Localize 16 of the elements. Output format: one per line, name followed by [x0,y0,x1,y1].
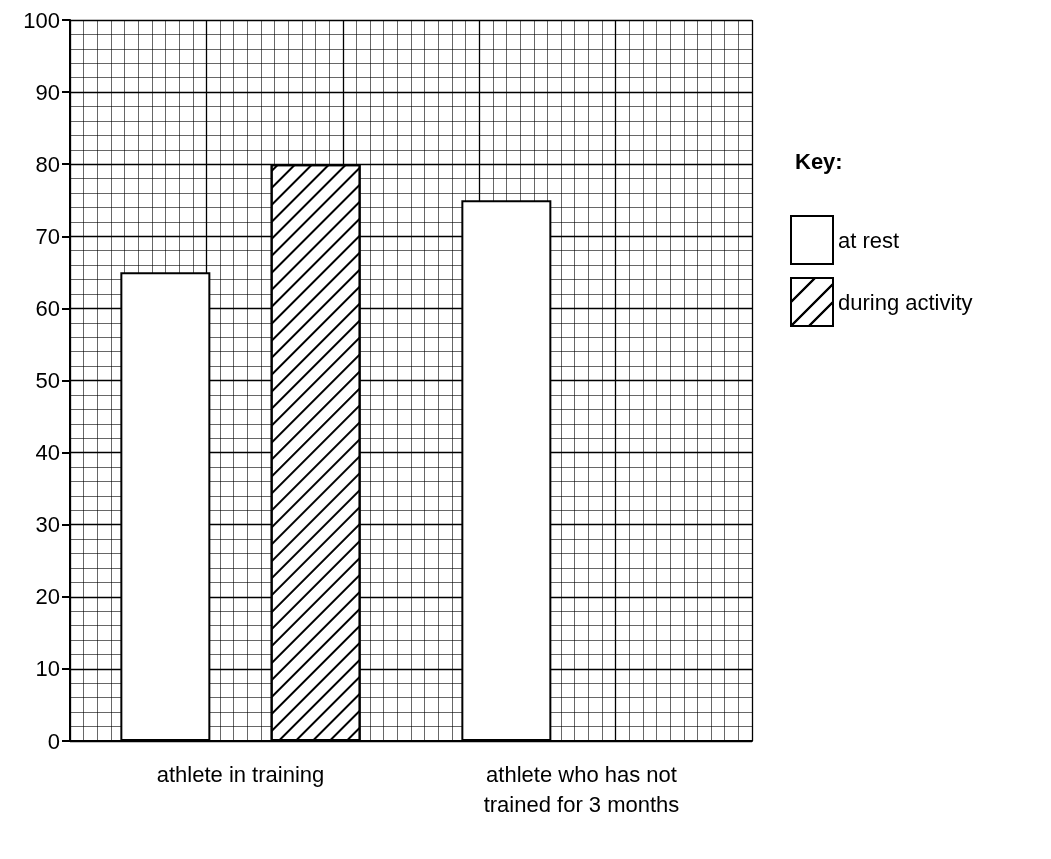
y-tick-label: 70 [35,223,60,249]
y-tick-label: 80 [35,151,60,177]
y-tick-label: 60 [35,295,60,321]
y-tick-label: 0 [47,728,60,754]
x-tick-label: athlete who has not trained for 3 months [483,761,680,817]
legend-title: Key: [795,148,843,174]
y-tick-label: 10 [35,656,60,682]
y-tick-label: 100 [23,7,60,33]
y-tick-label: 50 [35,368,60,393]
legend-label: at rest [838,227,900,253]
y-tick-label: 20 [35,584,60,610]
y-tick-label: 40 [35,440,60,466]
legend-label: during activity [838,289,973,315]
y-tick-label: 90 [35,79,60,105]
y-tick-label: 30 [35,512,60,538]
x-tick-label: athlete in training [156,761,325,787]
